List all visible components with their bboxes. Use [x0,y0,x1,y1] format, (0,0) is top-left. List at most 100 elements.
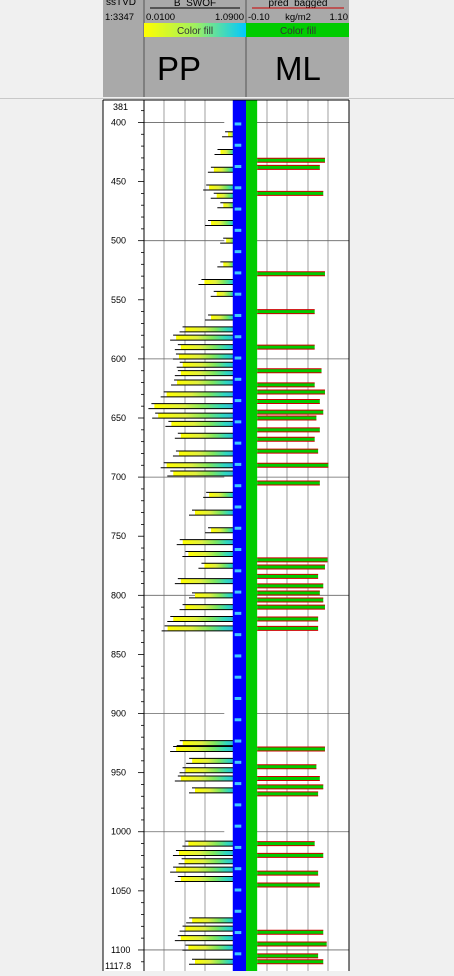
pp-spike [188,551,237,557]
pp-curve [148,100,246,971]
depth-tick-label: 700 [111,472,126,482]
pp-max-value: 1.0900 [215,12,244,23]
pp-center-highlight [234,718,242,722]
pp-spike [154,403,237,409]
pp-spike [211,527,237,533]
depth-tick-label: 1000 [111,827,131,837]
ml-fill-label: Color fill [280,26,316,37]
pp-center-highlight [234,739,242,743]
pp-track-title: PP [157,50,201,87]
ml-spike [257,605,325,610]
pp-center-highlight [234,292,242,296]
pp-center-highlight [234,462,242,466]
ml-spike [257,791,319,796]
ml-spike [257,158,325,163]
pp-spike [180,370,237,376]
depth-tick-label: 600 [111,354,126,364]
pp-spike [173,471,237,477]
pp-spike [182,539,237,545]
pp-spike [188,945,237,951]
ml-track-title: ML [275,50,321,87]
pp-fill-label: Color fill [177,26,213,37]
ml-spike [257,410,324,415]
depth-tick-label: 850 [111,649,126,659]
depth-tick-label: 550 [111,295,126,305]
pp-spike [180,935,237,941]
ml-spike [257,382,315,387]
ml-spike [257,271,325,276]
ml-spike [257,399,320,404]
ml-spike [257,598,324,603]
ml-spike [257,557,328,562]
pp-spike [220,149,237,155]
ml-spike [257,871,319,876]
pp-spike [192,917,237,923]
ml-spike [257,882,320,887]
ml-spike [257,481,320,486]
pp-spike [195,787,237,793]
ml-spike [257,590,320,595]
pp-center-highlight [234,526,242,530]
pp-center-highlight [234,611,242,615]
depth-tick-label: 450 [111,177,126,187]
pp-center-highlight [234,377,242,381]
pp-spike [178,850,237,856]
ml-track [246,100,349,971]
pp-center-highlight [234,186,242,190]
ml-fill-swatch [246,23,349,37]
pp-spike [166,462,237,468]
pp-spike [195,592,237,598]
pp-spike [211,220,237,226]
pp-spike [180,344,237,350]
pp-center-highlight [234,675,242,679]
pp-center-highlight [234,228,242,232]
ml-max-value: 1.10 [330,12,349,23]
pp-center-highlight [234,590,242,594]
depth-top-value: 381 [113,102,128,112]
ml-min-value: -0.10 [248,12,270,23]
ml-spike [257,784,324,789]
pp-center-highlight [234,824,242,828]
pp-spike [213,167,237,173]
pp-spike [167,625,237,631]
ml-spike [257,463,329,468]
pp-center-highlight [234,548,242,552]
pp-spike [185,604,237,610]
depth-scale-label: 1:3347 [105,12,134,23]
pp-center-highlight [234,782,242,786]
pp-spike [176,335,237,341]
pp-center-highlight [234,441,242,445]
pp-spike [178,354,237,360]
pp-spike [195,959,237,965]
pp-center-highlight [234,505,242,509]
depth-tick-label: 400 [111,117,126,127]
ml-spike [257,746,325,751]
depth-tick-label: 800 [111,590,126,600]
ml-curve-name: pred_bagged [269,0,328,9]
depth-tick-label: 650 [111,413,126,423]
ml-spike [257,959,324,964]
depth-tick-label: 500 [111,236,126,246]
pp-center-bar [232,100,246,971]
pp-spike [182,362,237,368]
pp-center-highlight [234,633,242,637]
pp-min-value: 0.0100 [146,12,175,23]
pp-spike [158,413,237,419]
pp-center-highlight [234,888,242,892]
pp-center-highlight [234,420,242,424]
ml-spike [257,415,317,420]
pp-spike [182,740,237,746]
depth-axis: 400 450 500 550 600 650 700 750 800 850 900 950 1000… [111,110,144,963]
depth-tick-label: 900 [111,709,126,719]
pp-center-highlight [234,931,242,935]
pp-spike [180,578,237,584]
ml-spike [257,574,319,579]
ml-unit: kg/m2 [285,12,311,23]
pp-center-highlight [234,952,242,956]
pp-spike [166,391,237,397]
ml-spike [257,626,319,631]
pp-spike [185,326,237,332]
pp-center-highlight [234,207,242,211]
ml-spike [257,616,319,621]
pp-spike [209,492,237,498]
